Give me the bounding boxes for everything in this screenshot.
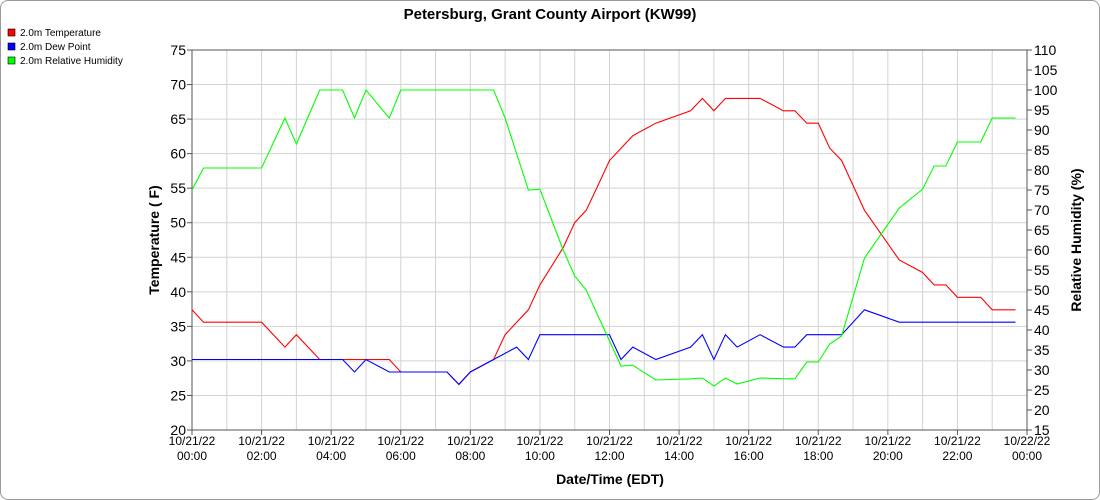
x-tick-date: 10/21/22 (169, 434, 216, 448)
left-tick-label: 50 (170, 215, 186, 231)
x-tick-date: 10/21/22 (517, 434, 564, 448)
left-tick-label: 30 (170, 353, 186, 369)
legend-swatch (7, 56, 16, 65)
x-tick-time: 00:00 (177, 449, 207, 463)
x-tick-date: 10/21/22 (795, 434, 842, 448)
right-tick-label: 60 (1034, 242, 1050, 258)
x-axis-ticks: 10/21/2200:0010/21/2202:0010/21/2204:001… (169, 430, 1051, 463)
x-tick-time: 16:00 (734, 449, 764, 463)
right-tick-label: 30 (1034, 362, 1050, 378)
legend-label: 2.0m Temperature (20, 28, 101, 39)
x-tick-time: 06:00 (386, 449, 416, 463)
right-tick-label: 90 (1034, 122, 1050, 138)
right-tick-label: 100 (1034, 82, 1058, 98)
x-tick-date: 10/21/22 (308, 434, 355, 448)
x-tick-date: 10/21/22 (447, 434, 494, 448)
left-tick-label: 75 (170, 42, 186, 58)
series-line-2-0m-relative-humidity (191, 88, 1016, 387)
right-tick-label: 45 (1034, 302, 1050, 318)
x-tick-date: 10/21/22 (864, 434, 911, 448)
right-tick-label: 110 (1034, 42, 1057, 58)
right-tick-label: 105 (1034, 62, 1058, 78)
right-tick-label: 75 (1034, 182, 1050, 198)
x-tick-time: 00:00 (1012, 449, 1042, 463)
left-tick-label: 40 (170, 284, 186, 300)
chart-title: Petersburg, Grant County Airport (KW99) (404, 6, 697, 23)
left-tick-label: 55 (170, 180, 186, 196)
legend-label: 2.0m Relative Humidity (20, 56, 123, 67)
x-tick-time: 14:00 (664, 449, 694, 463)
left-tick-label: 25 (170, 387, 186, 403)
x-tick-time: 22:00 (942, 449, 972, 463)
right-tick-label: 35 (1034, 342, 1050, 358)
left-tick-label: 45 (170, 249, 186, 265)
right-tick-label: 70 (1034, 202, 1050, 218)
x-tick-date: 10/21/22 (725, 434, 772, 448)
legend-swatch (7, 42, 16, 51)
left-tick-label: 65 (170, 111, 186, 127)
x-tick-time: 10:00 (525, 449, 555, 463)
series-line-2-0m-temperature (191, 97, 1016, 386)
right-tick-label: 95 (1034, 102, 1050, 118)
x-tick-time: 12:00 (594, 449, 624, 463)
left-tick-label: 35 (170, 318, 186, 334)
series-line-2-0m-dew-point (192, 309, 1016, 386)
right-tick-label: 20 (1034, 402, 1050, 418)
right-axis-ticks: 15 20 25 30 35 40 45 50 55 60 65 70 75 80 85 90 95 100 105… (1027, 42, 1058, 438)
right-tick-label: 65 (1034, 222, 1050, 238)
legend-label: 2.0m Dew Point (20, 42, 91, 53)
right-tick-label: 15 (1034, 422, 1050, 438)
right-tick-label: 40 (1034, 322, 1050, 338)
x-tick-date: 10/21/22 (238, 434, 285, 448)
x-tick-time: 04:00 (316, 449, 346, 463)
x-tick-date: 10/21/22 (934, 434, 981, 448)
left-tick-label: 70 (170, 77, 186, 93)
x-tick-time: 02:00 (247, 449, 277, 463)
series-layer (191, 88, 1016, 387)
right-tick-label: 50 (1034, 282, 1050, 298)
x-tick-date: 10/21/22 (586, 434, 633, 448)
legend-swatch (7, 28, 16, 37)
legend: 2.0m Temperature 2.0m Dew Point 2.0m Relat… (7, 28, 123, 67)
right-tick-label: 25 (1034, 382, 1050, 398)
x-axis-title: Date/Time (EDT) (556, 471, 664, 487)
x-tick-date: 10/22/22 (1004, 434, 1051, 448)
left-axis-title: Temperature ( F) (146, 185, 162, 294)
x-tick-time: 20:00 (873, 449, 903, 463)
left-axis-ticks: 20 25 30 35 40 45 50 55 60 65 70 75 (170, 42, 192, 438)
right-tick-label: 55 (1034, 262, 1050, 278)
x-tick-time: 08:00 (455, 449, 485, 463)
grid-lines (191, 49, 1028, 431)
x-tick-time: 18:00 (803, 449, 833, 463)
right-tick-label: 80 (1034, 162, 1050, 178)
left-tick-label: 20 (170, 422, 186, 438)
right-tick-label: 85 (1034, 142, 1050, 158)
left-tick-label: 60 (170, 146, 186, 162)
x-tick-date: 10/21/22 (656, 434, 703, 448)
right-axis-title: Relative Humidity (%) (1068, 168, 1084, 311)
x-tick-date: 10/21/22 (377, 434, 424, 448)
